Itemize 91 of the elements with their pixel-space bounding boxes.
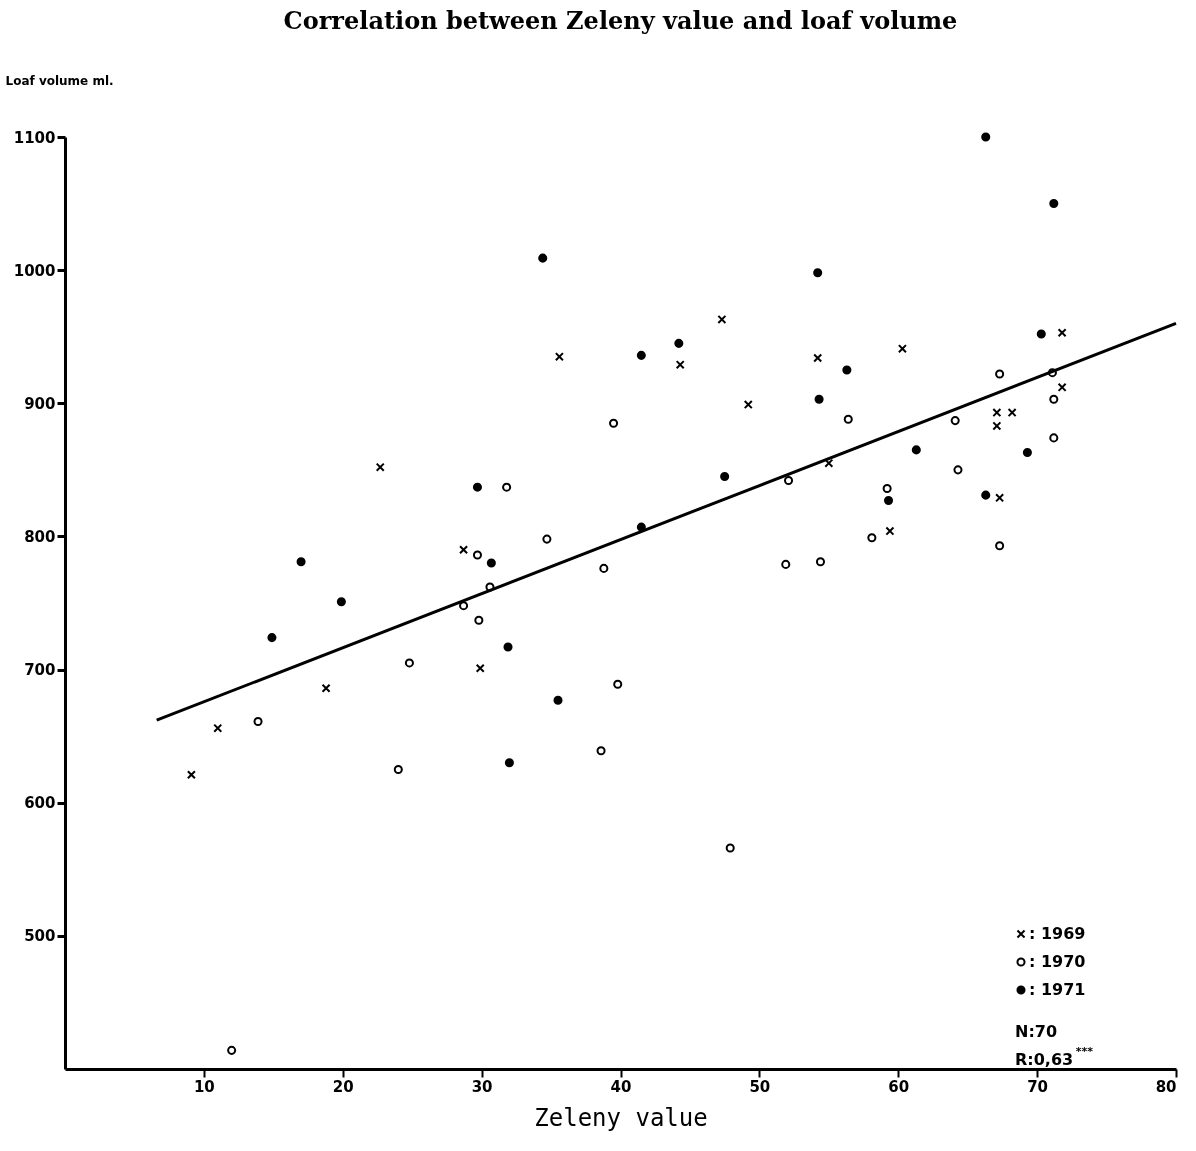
- point: [992, 408, 1002, 418]
- point: [459, 545, 469, 555]
- point: [321, 683, 331, 693]
- point: [486, 558, 496, 568]
- y-tick-label: 1000: [13, 261, 56, 280]
- point: [995, 541, 1005, 551]
- point: [781, 559, 791, 569]
- point: [883, 495, 894, 506]
- point: [1049, 199, 1059, 209]
- point: [897, 344, 907, 354]
- y-tick-label: 700: [24, 661, 56, 680]
- point: [813, 353, 823, 363]
- point: [1036, 329, 1046, 339]
- x-tick-label: 50: [749, 1077, 771, 1096]
- point: [815, 557, 826, 567]
- point: [502, 482, 512, 492]
- point: [867, 533, 877, 543]
- point: [554, 352, 564, 362]
- legend-label: : 1970: [1029, 952, 1086, 971]
- point: [843, 414, 853, 424]
- y-tick-label: 500: [24, 927, 56, 946]
- point: [596, 746, 606, 756]
- point: [186, 770, 196, 780]
- point: [475, 663, 485, 673]
- point: [472, 550, 482, 560]
- point: [882, 483, 892, 494]
- point: [267, 633, 277, 643]
- x-axis-title: Zeleny value: [534, 1103, 708, 1132]
- point: [253, 716, 263, 727]
- y-tick-label: 900: [24, 394, 56, 413]
- x-tick-label: 70: [1027, 1077, 1049, 1096]
- point: [1022, 448, 1032, 458]
- y-tick-label: 800: [24, 527, 56, 546]
- x-tick-label: 20: [332, 1077, 354, 1096]
- x-tick-label: 30: [471, 1077, 493, 1096]
- legend-label: : 1969: [1029, 924, 1086, 943]
- point: [503, 642, 513, 652]
- point: [472, 482, 482, 492]
- x-tick-label: 10: [193, 1077, 215, 1096]
- point: [553, 695, 563, 705]
- x-tick-label: 60: [888, 1077, 910, 1096]
- point: [636, 350, 646, 360]
- point: [813, 268, 823, 278]
- point: [474, 615, 484, 625]
- annotation: N:70: [1015, 1022, 1058, 1041]
- point: [404, 658, 414, 668]
- point: [459, 601, 469, 611]
- annotation: R:0,63***: [1015, 1045, 1094, 1069]
- chart-title: Correlation between Zeleny value and loaf volume: [283, 6, 958, 35]
- point: [336, 597, 346, 607]
- point: [995, 493, 1005, 503]
- point: [613, 679, 623, 689]
- point: [1057, 328, 1067, 338]
- point: [1057, 382, 1067, 392]
- point: [814, 394, 824, 404]
- point: [995, 369, 1005, 379]
- point: [1049, 394, 1059, 404]
- point: [784, 475, 794, 486]
- point: [675, 360, 685, 370]
- point: [720, 471, 730, 482]
- point: [609, 418, 619, 428]
- point: [296, 557, 306, 567]
- point: [842, 365, 852, 375]
- point: [824, 458, 834, 468]
- point: [1049, 433, 1059, 443]
- point: [375, 462, 385, 472]
- point: [542, 534, 552, 544]
- point: [743, 400, 753, 410]
- point: [953, 465, 963, 475]
- point: [981, 132, 991, 142]
- x-tick-label: 40: [610, 1077, 632, 1096]
- y-axis-title: Loaf volume ml.: [5, 73, 114, 88]
- legend-label: : 1971: [1029, 980, 1086, 999]
- point: [599, 563, 609, 573]
- point: [911, 445, 921, 455]
- y-tick-label: 1100: [13, 128, 56, 147]
- point: [992, 421, 1002, 431]
- point: [885, 526, 895, 536]
- point: [538, 253, 548, 263]
- y-tick-label: 600: [24, 794, 56, 813]
- point: [227, 1045, 237, 1055]
- point: [1007, 408, 1017, 418]
- point: [717, 314, 727, 324]
- point: [981, 490, 991, 500]
- x-tick-label: 80: [1155, 1077, 1177, 1096]
- point: [213, 723, 223, 733]
- point: [950, 416, 960, 426]
- point: [504, 758, 514, 768]
- point: [393, 764, 403, 774]
- point: [674, 338, 684, 348]
- point: [725, 843, 735, 853]
